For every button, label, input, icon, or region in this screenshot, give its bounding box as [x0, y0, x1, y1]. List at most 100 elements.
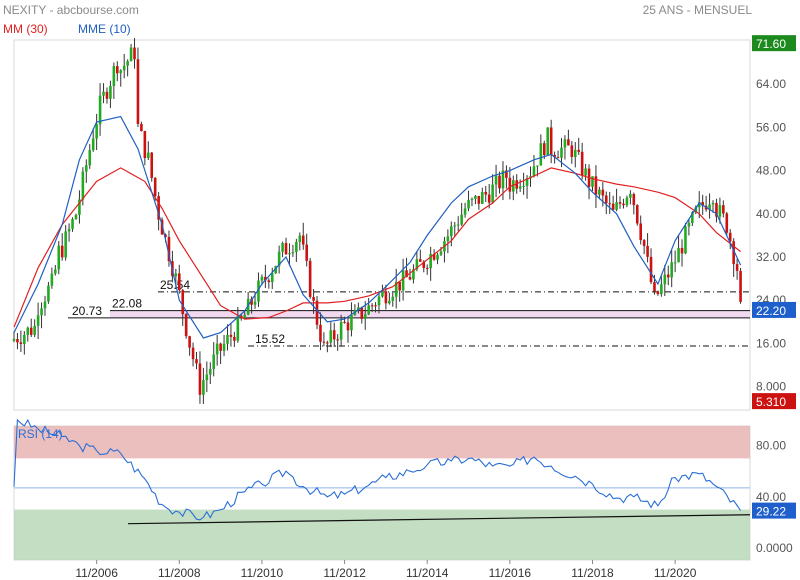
- candle-body: [60, 245, 64, 258]
- candle-body: [78, 199, 81, 215]
- candle: [47, 281, 50, 304]
- candle: [36, 302, 40, 339]
- candle-body: [133, 47, 136, 60]
- candle: [546, 127, 550, 156]
- candle-body: [119, 70, 123, 74]
- last-price-tag-bg: [752, 301, 796, 318]
- candle: [625, 195, 629, 208]
- candle-body: [536, 165, 539, 167]
- candle-body: [697, 202, 701, 208]
- candle-body: [222, 343, 226, 351]
- candle: [456, 216, 460, 232]
- candle: [233, 331, 236, 348]
- candle-body: [298, 235, 302, 242]
- candle: [315, 296, 319, 330]
- candle-body: [598, 189, 601, 195]
- candle-body: [329, 330, 333, 343]
- candle-body: [181, 290, 185, 315]
- candle-body: [336, 339, 339, 341]
- candle-body: [491, 184, 494, 203]
- candle: [635, 204, 639, 226]
- candle-body: [81, 171, 85, 200]
- candle: [188, 335, 191, 356]
- x-tick-label: 11/2014: [406, 566, 449, 580]
- candle-body: [711, 202, 715, 205]
- candle: [133, 38, 136, 69]
- candle-body: [718, 205, 722, 217]
- candle-body: [202, 380, 205, 395]
- candle: [398, 281, 401, 302]
- candle-body: [501, 170, 505, 189]
- legend-mme10: MME (10): [78, 22, 131, 36]
- candle-body: [339, 321, 343, 340]
- candle: [343, 316, 346, 324]
- candle-body: [157, 196, 160, 220]
- candle-body: [88, 150, 92, 166]
- price-y-tick: 16.00: [756, 336, 786, 350]
- candle: [222, 334, 226, 357]
- candle: [629, 190, 632, 205]
- candle: [408, 268, 412, 281]
- candle-body: [436, 254, 439, 260]
- candle: [660, 275, 663, 297]
- candle: [146, 141, 150, 160]
- candle: [140, 121, 143, 132]
- candle-body: [656, 291, 660, 295]
- candle-body: [153, 177, 157, 197]
- candle-body: [226, 334, 229, 344]
- candle-body: [735, 264, 739, 271]
- candle-body: [570, 145, 574, 157]
- x-tick-label: 11/2012: [323, 566, 366, 580]
- candle-body: [233, 336, 236, 341]
- candle: [463, 202, 467, 218]
- candle: [573, 142, 577, 168]
- candle: [98, 83, 102, 136]
- candle-body: [350, 314, 353, 331]
- candle: [491, 174, 494, 204]
- candle: [684, 222, 687, 255]
- candle: [71, 217, 74, 232]
- candle-body: [246, 298, 250, 315]
- candle: [40, 302, 43, 329]
- candle-body: [19, 342, 23, 345]
- candle: [443, 236, 446, 263]
- candle-body: [36, 315, 40, 326]
- candle: [360, 306, 364, 324]
- support-band: [110, 310, 750, 318]
- candle-body: [57, 245, 61, 270]
- candle: [646, 233, 649, 263]
- candle-body: [419, 259, 422, 262]
- candle: [419, 249, 422, 262]
- candle-body: [140, 123, 143, 132]
- candle-body: [639, 223, 642, 241]
- candle: [715, 198, 718, 223]
- candle-body: [601, 189, 605, 196]
- candle: [205, 361, 209, 393]
- candle: [119, 69, 123, 87]
- candle: [226, 324, 229, 351]
- candle-body: [556, 157, 560, 159]
- candle-body: [425, 267, 429, 269]
- candle: [109, 80, 112, 109]
- candle-body: [439, 251, 443, 255]
- candle-body: [208, 368, 212, 375]
- period-label: 25 ANS - MENSUEL: [642, 3, 752, 17]
- candle-body: [284, 242, 288, 255]
- candle-body: [429, 253, 432, 269]
- candle-body: [625, 197, 629, 206]
- rsi-last-tag: 29.22: [756, 505, 786, 519]
- candle-body: [308, 260, 312, 297]
- candle-body: [71, 219, 74, 229]
- candle-body: [728, 232, 732, 242]
- candle: [649, 248, 653, 285]
- candle-body: [456, 224, 460, 226]
- candle: [718, 197, 722, 224]
- candle-body: [126, 61, 129, 66]
- candle-body: [215, 343, 219, 355]
- candle: [112, 62, 116, 99]
- candle-body: [463, 208, 467, 215]
- candle-body: [363, 314, 367, 319]
- candle-body: [498, 175, 501, 189]
- candle: [229, 322, 233, 347]
- candle: [436, 252, 439, 265]
